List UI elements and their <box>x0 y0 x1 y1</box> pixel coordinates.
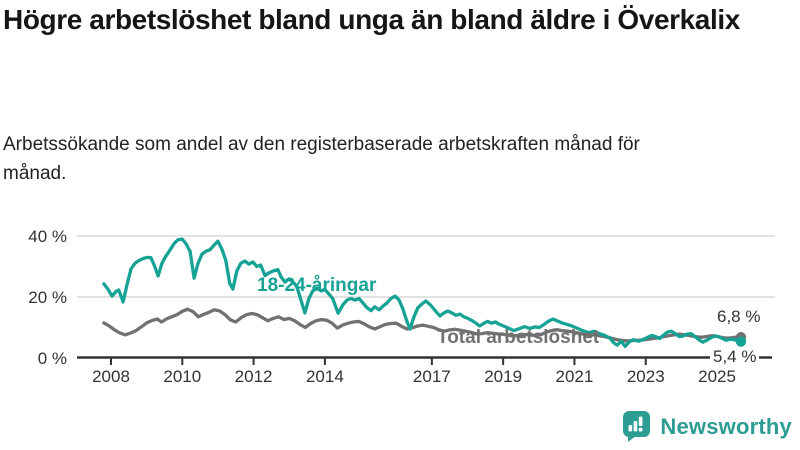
chart-subtitle: Arbetssökande som andel av den registerb… <box>3 134 640 184</box>
x-axis-tick-label: 2023 <box>626 367 665 386</box>
x-axis-tick-label: 2014 <box>305 367 344 386</box>
x-axis-tick-label: 2017 <box>412 367 451 386</box>
chart-title: Högre arbetslöshet bland unga än bland ä… <box>3 4 740 35</box>
series-label-18-24: 18-24-åringar <box>257 275 377 296</box>
newsworthy-brand-name: Newsworthy <box>660 413 792 439</box>
x-axis-tick-label: 2019 <box>484 367 523 386</box>
x-axis-tick-label: 2010 <box>163 367 202 386</box>
y-axis-tick-label-0: 0 % <box>37 349 67 368</box>
x-axis-tick-label: 2025 <box>698 367 736 386</box>
x-axis-tick-label: 2008 <box>92 367 130 386</box>
y-axis-tick-label-20: 20 % <box>28 288 67 307</box>
x-axis-tick-label: 2012 <box>234 367 273 386</box>
series-label-total: Total arbetslöshet <box>437 327 600 348</box>
newsworthy-brand: Newsworthy <box>622 410 792 443</box>
end-value-label-18-24: 5,4 % <box>710 347 760 367</box>
x-axis-tick-label: 2021 <box>555 367 594 386</box>
newsworthy-logo-icon <box>623 411 651 442</box>
end-value-label-total: 6,8 % <box>717 307 761 326</box>
y-axis-tick-label-40: 40 % <box>28 227 67 246</box>
